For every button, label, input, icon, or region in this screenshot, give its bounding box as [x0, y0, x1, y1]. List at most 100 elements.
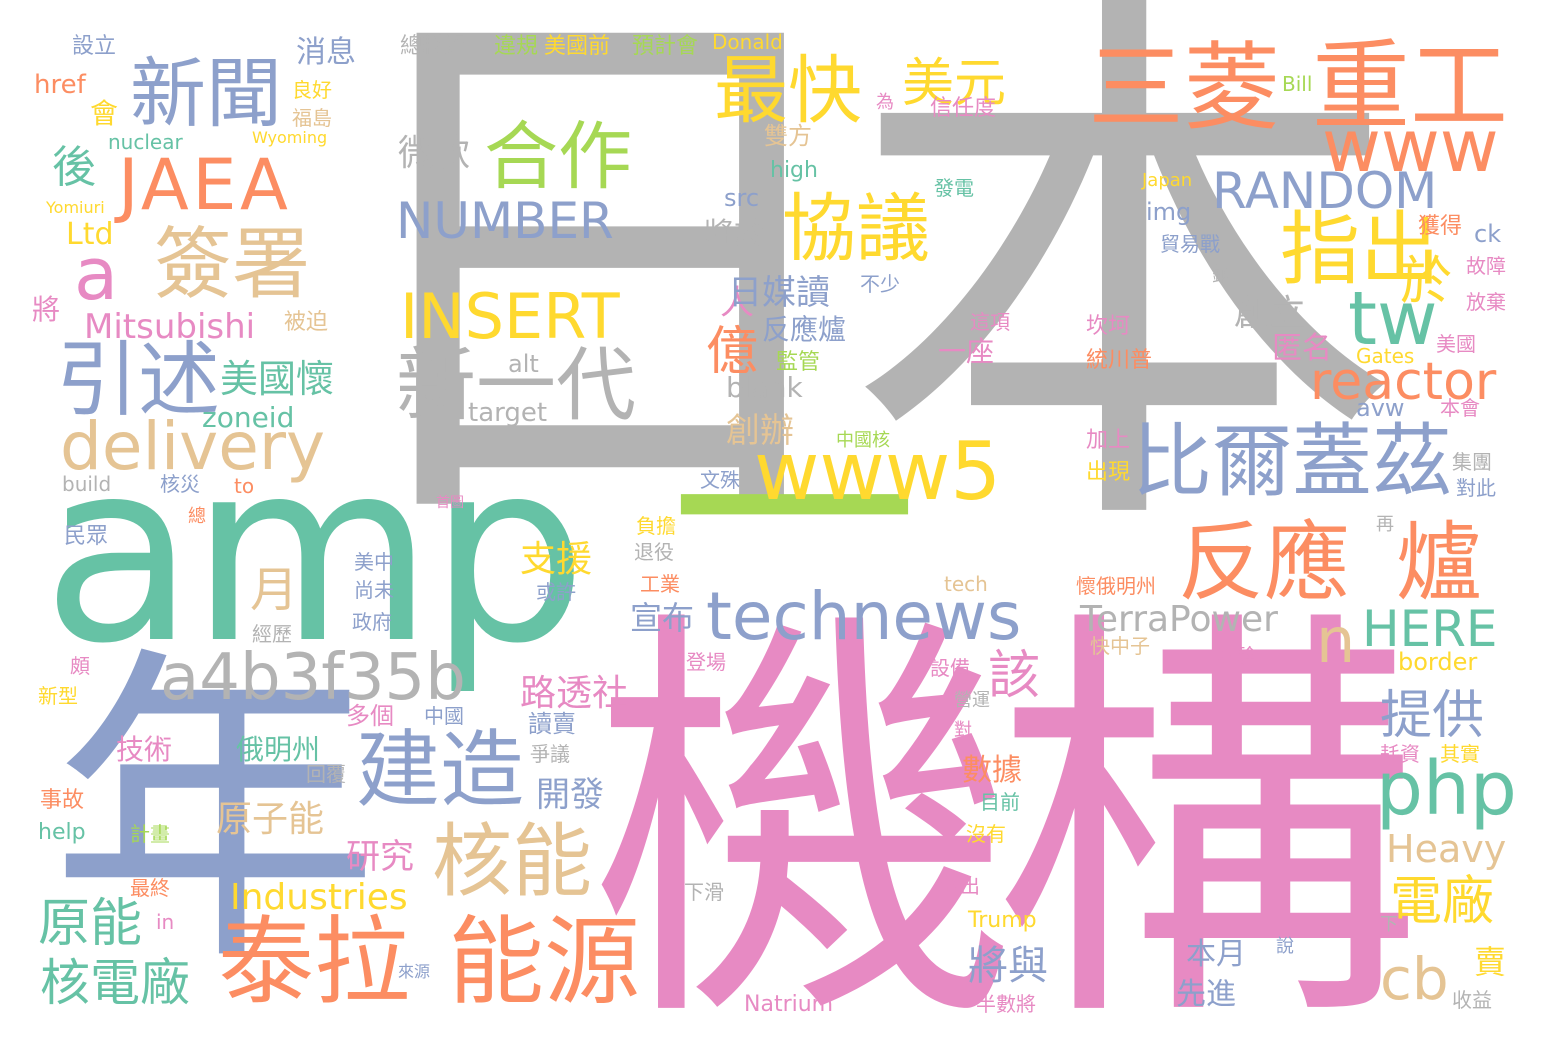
word-huo-xu: 或許 [536, 580, 576, 604]
word-border: border [1398, 648, 1478, 676]
word-kan-ke: 坎坷 [1086, 314, 1131, 339]
word-jiang-yu: 將與 [968, 943, 1048, 989]
word-xiao-xi: 消息 [296, 35, 356, 70]
word-bu-shao: 不少 [860, 272, 900, 296]
word-yi-billion: 億 [706, 322, 759, 382]
word-www5: www5 [754, 425, 1002, 518]
word-chuang-ban: 創辦 [726, 411, 794, 451]
word-jia-shang: 加上 [1086, 428, 1131, 453]
word-natrium: Natrium [744, 992, 834, 1017]
word-hui-fu: 回覆 [306, 762, 346, 786]
word-tai-la: 泰拉 [218, 906, 410, 1018]
word-ti-gong: 提供 [1380, 686, 1485, 746]
word-lai-yuan: 來源 [398, 962, 431, 981]
word-shou-tu: 首圖 [436, 495, 464, 511]
word-mu-qian: 目前 [980, 790, 1020, 814]
word-gai: 該 [988, 646, 1041, 706]
word-hou: 後 [52, 142, 96, 193]
word-help: help [38, 820, 86, 845]
word-high: high [770, 158, 818, 183]
word-zuo-chu: 做出 [940, 874, 980, 898]
word-du-mai: 讀賣 [528, 710, 576, 738]
word-yu: 於 [1400, 252, 1453, 312]
word-yin-shu: 引述 [56, 333, 221, 428]
word-zhong-gong: 重工 [1312, 30, 1509, 144]
word-po: 頗 [70, 654, 90, 678]
word-jing-li: 經歷 [252, 622, 292, 646]
word-wei: 為 [876, 92, 894, 113]
word-xin-xing: 新型 [38, 684, 78, 708]
word-zong: 總 [188, 506, 206, 527]
word-dui: 對 [954, 720, 972, 741]
word-fu-dan: 負擔 [636, 514, 676, 538]
word-ji-tuan: 集團 [1452, 450, 1492, 474]
word-zoneid: zoneid [202, 401, 295, 434]
word-ji-hua: 計畫 [130, 822, 170, 846]
word-jian-zao: 建造 [356, 721, 525, 819]
word-here: HERE [1362, 600, 1498, 658]
word-bill: Bill [1282, 72, 1313, 96]
word-target: target [468, 398, 548, 428]
word-mao-yi-zhan: 貿易戰 [1160, 232, 1220, 256]
word-ben-hui: 本會 [1440, 396, 1480, 420]
word-ri-ben: 日本 [318, 0, 1404, 598]
word-xia-hua: 下滑 [684, 880, 724, 904]
word-lu: 爐 [1396, 513, 1482, 613]
word-a4b3f35b: a4b3f35b [160, 641, 466, 715]
word-to: to [234, 474, 255, 498]
word-www: www [1322, 104, 1499, 188]
word-tui-yi: 退役 [634, 540, 674, 564]
word-gu-zhang: 故障 [1466, 254, 1506, 278]
word-in: in [156, 910, 175, 934]
word-min-zhong: 民眾 [64, 524, 109, 549]
word-yomiuri: Yomiuri [46, 198, 105, 217]
word-php: php [1376, 746, 1517, 832]
word-tong-chuan-pu: 統川普 [1086, 348, 1153, 373]
word-number: NUMBER [396, 192, 614, 250]
word-xin-wen: 新聞 [130, 49, 282, 138]
word-shou-yi: 收益 [1452, 988, 1492, 1012]
word-random: RANDOM [1212, 162, 1438, 220]
word-cb: cb [1380, 945, 1449, 1013]
word-ni-ming: 匿名 [1272, 331, 1332, 366]
word-mei-zhong: 美中 [354, 550, 394, 574]
word-mei-guo-qian: 美國前 [544, 34, 611, 59]
word-a: a [74, 232, 119, 316]
word-hao-zi: 耗資 [1380, 742, 1420, 766]
word-terrapower: TerraPower [1080, 599, 1278, 640]
word-huai-e-ming-zhou: 懷俄明州 [1076, 574, 1156, 598]
word-japan: Japan [1142, 170, 1193, 191]
word-zhi-chu: 指出 [1280, 203, 1440, 296]
word-blank: blank [726, 371, 803, 404]
word-deng-chang: 登場 [686, 650, 726, 674]
word-ji-shu: 技術 [116, 733, 173, 766]
word-bei-po: 被迫 [284, 310, 329, 335]
word-san-ling: 三菱 [1088, 32, 1280, 144]
word-nian: 年 [50, 621, 380, 1005]
word-xian-jin: 先進 [1176, 977, 1236, 1012]
word-zhe-xiang: 這項 [970, 310, 1010, 334]
word-shu-ju: 數據 [962, 753, 1022, 788]
word-zhong-guo: 中國 [424, 704, 464, 728]
word-lu-tou-she: 路透社 [520, 673, 629, 714]
word-yuan-zi-neng: 原子能 [216, 799, 325, 840]
word-zheng-yi: 爭議 [530, 742, 570, 766]
word-mitsubishi: Mitsubishi [84, 307, 256, 347]
word-zui-kuai: 最快 [714, 48, 862, 134]
word-yan-jiu: 研究 [346, 837, 414, 877]
word-qian-shu: 簽署 [154, 220, 311, 310]
word-chu-xian: 出現 [1086, 460, 1131, 485]
word-alt: alt [508, 350, 539, 378]
word-ying-yun: 營運 [954, 690, 990, 711]
word-tw: tw [1348, 276, 1438, 362]
word-zhong-guo-he: 中國核 [836, 430, 890, 451]
word-wei-ruan: 微軟 [398, 133, 471, 174]
word-she-li: 設立 [72, 34, 117, 59]
word-huo-de: 獲得 [1418, 214, 1463, 239]
word-jiang: 將 [32, 293, 61, 326]
word-wyoming: Wyoming [252, 128, 328, 147]
word-he-zai: 核災 [160, 472, 200, 496]
word-delivery: delivery [60, 408, 326, 485]
word-trump: Trump [968, 908, 1037, 933]
